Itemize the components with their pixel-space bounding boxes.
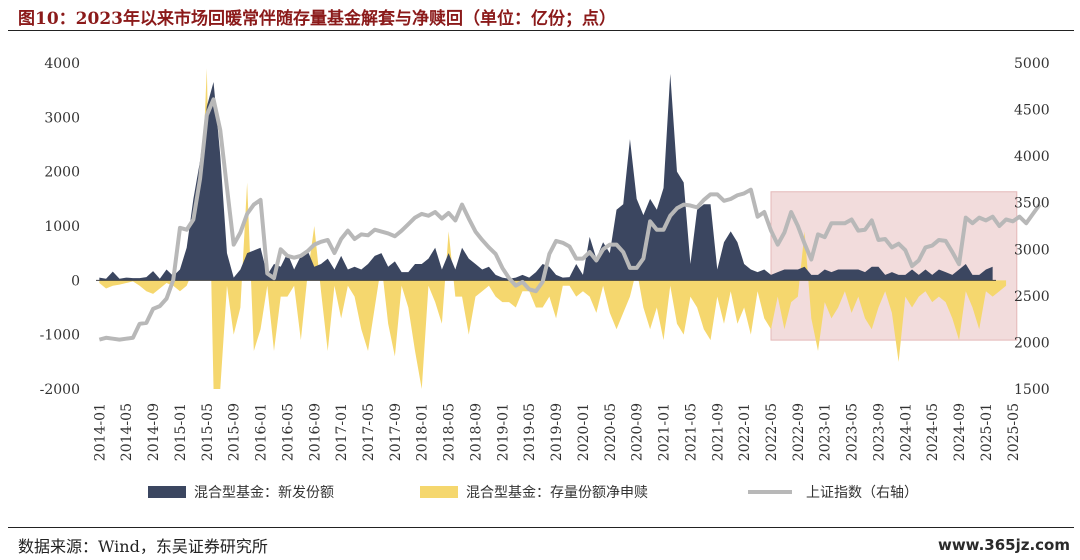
y-right-tick-label: 3000	[1014, 242, 1050, 258]
series-new-issuance	[99, 73, 993, 281]
watermark: www.365jz.com	[937, 536, 1070, 554]
y-right-tick-label: 3500	[1014, 196, 1050, 212]
x-tick-label: 2016-05	[280, 403, 296, 461]
y-right-tick-label: 2000	[1014, 335, 1050, 351]
y-right-tick-label: 5000	[1014, 56, 1050, 72]
y-right-tick-label: 4500	[1014, 103, 1050, 119]
x-tick-label: 2021-05	[683, 403, 699, 461]
y-left-tick-label: -2000	[40, 382, 80, 398]
x-tick-label: 2024-01	[898, 403, 914, 461]
x-tick-label: 2018-05	[442, 403, 458, 461]
y-right-tick-label: 4000	[1014, 149, 1050, 165]
y-left-tick-label: 2000	[44, 165, 80, 181]
x-tick-label: 2017-05	[361, 403, 377, 461]
y-left-tick-label: 1000	[44, 219, 80, 235]
legend-new-issuance-label: 混合型基金：新发份额	[194, 484, 334, 501]
new-issuance-area	[99, 73, 993, 281]
x-tick-label: 2023-01	[818, 403, 834, 461]
x-tick-label: 2016-09	[307, 403, 323, 461]
y-right-tick-label: 2500	[1014, 289, 1050, 305]
x-tick-label: 2016-01	[254, 403, 270, 461]
x-tick-label: 2018-09	[468, 403, 484, 461]
legend-net-redemption-label: 混合型基金：存量份额净申赎	[466, 484, 648, 501]
x-tick-label: 2015-01	[173, 403, 189, 461]
y-right-tick-label: 1500	[1014, 382, 1050, 398]
x-tick-label: 2025-01	[979, 403, 995, 461]
x-tick-label: 2017-01	[334, 403, 350, 461]
y-left-tick-label: -1000	[40, 328, 80, 344]
x-tick-label: 2019-09	[549, 403, 565, 461]
y-left-tick-label: 3000	[44, 110, 80, 126]
legend-new-issuance-swatch	[148, 486, 186, 498]
x-tick-label: 2020-05	[603, 403, 619, 461]
x-tick-label: 2023-09	[871, 403, 887, 461]
y-axis-left: 4000 3000 2000 1000 0 -1000 -2000	[40, 56, 80, 398]
net-redemption-area	[99, 68, 1007, 390]
x-tick-label: 2015-09	[227, 403, 243, 461]
x-tick-label: 2025-05	[1006, 403, 1022, 461]
legend-net-redemption-swatch	[420, 486, 458, 498]
figure-title: 图10：2023年以来市场回暖常伴随存量基金解套与净赎回（单位：亿份；点）	[18, 9, 616, 29]
y-left-tick-label: 0	[71, 273, 80, 289]
series-sse-index	[98, 97, 1042, 342]
y-left-tick-label: 4000	[44, 56, 80, 72]
x-tick-label: 2019-01	[495, 403, 511, 461]
legend: 混合型基金：新发份额 混合型基金：存量份额净申赎 上证指数（右轴）	[148, 484, 918, 501]
x-tick-label: 2022-05	[764, 403, 780, 461]
sse-index-line	[98, 97, 1042, 342]
y-axis-right: 5000 4500 4000 3500 3000 2500 2000 1500	[1014, 56, 1050, 398]
x-tick-label: 2014-05	[119, 403, 135, 461]
x-tick-label: 2024-05	[925, 403, 941, 461]
x-tick-label: 2014-01	[92, 403, 108, 461]
x-tick-label: 2017-09	[388, 403, 404, 461]
x-tick-label: 2021-01	[657, 403, 673, 461]
chart: 4000 3000 2000 1000 0 -1000 -2000 5000 4500 4000…	[40, 56, 1050, 501]
bottom-rule	[8, 527, 1074, 528]
x-tick-label: 2022-01	[737, 403, 753, 461]
top-rule	[8, 30, 1074, 31]
source-note: 数据来源：Wind，东吴证券研究所	[18, 537, 268, 556]
x-tick-label: 2023-05	[845, 403, 861, 461]
x-tick-label: 2018-01	[415, 403, 431, 461]
x-tick-label: 2020-01	[576, 403, 592, 461]
x-axis: 2014-01 2014-05 2014-09 2015-01 2015-05 2015-…	[92, 403, 1021, 461]
x-tick-label: 2022-09	[791, 403, 807, 461]
x-tick-label: 2021-09	[710, 403, 726, 461]
x-tick-label: 2024-09	[952, 403, 968, 461]
x-tick-label: 2015-05	[200, 403, 216, 461]
x-tick-label: 2019-05	[522, 403, 538, 461]
legend-sse-index-label: 上证指数（右轴）	[806, 485, 918, 501]
x-tick-label: 2020-09	[630, 403, 646, 461]
series-net-redemption	[99, 68, 1007, 390]
x-tick-label: 2014-09	[146, 403, 162, 461]
